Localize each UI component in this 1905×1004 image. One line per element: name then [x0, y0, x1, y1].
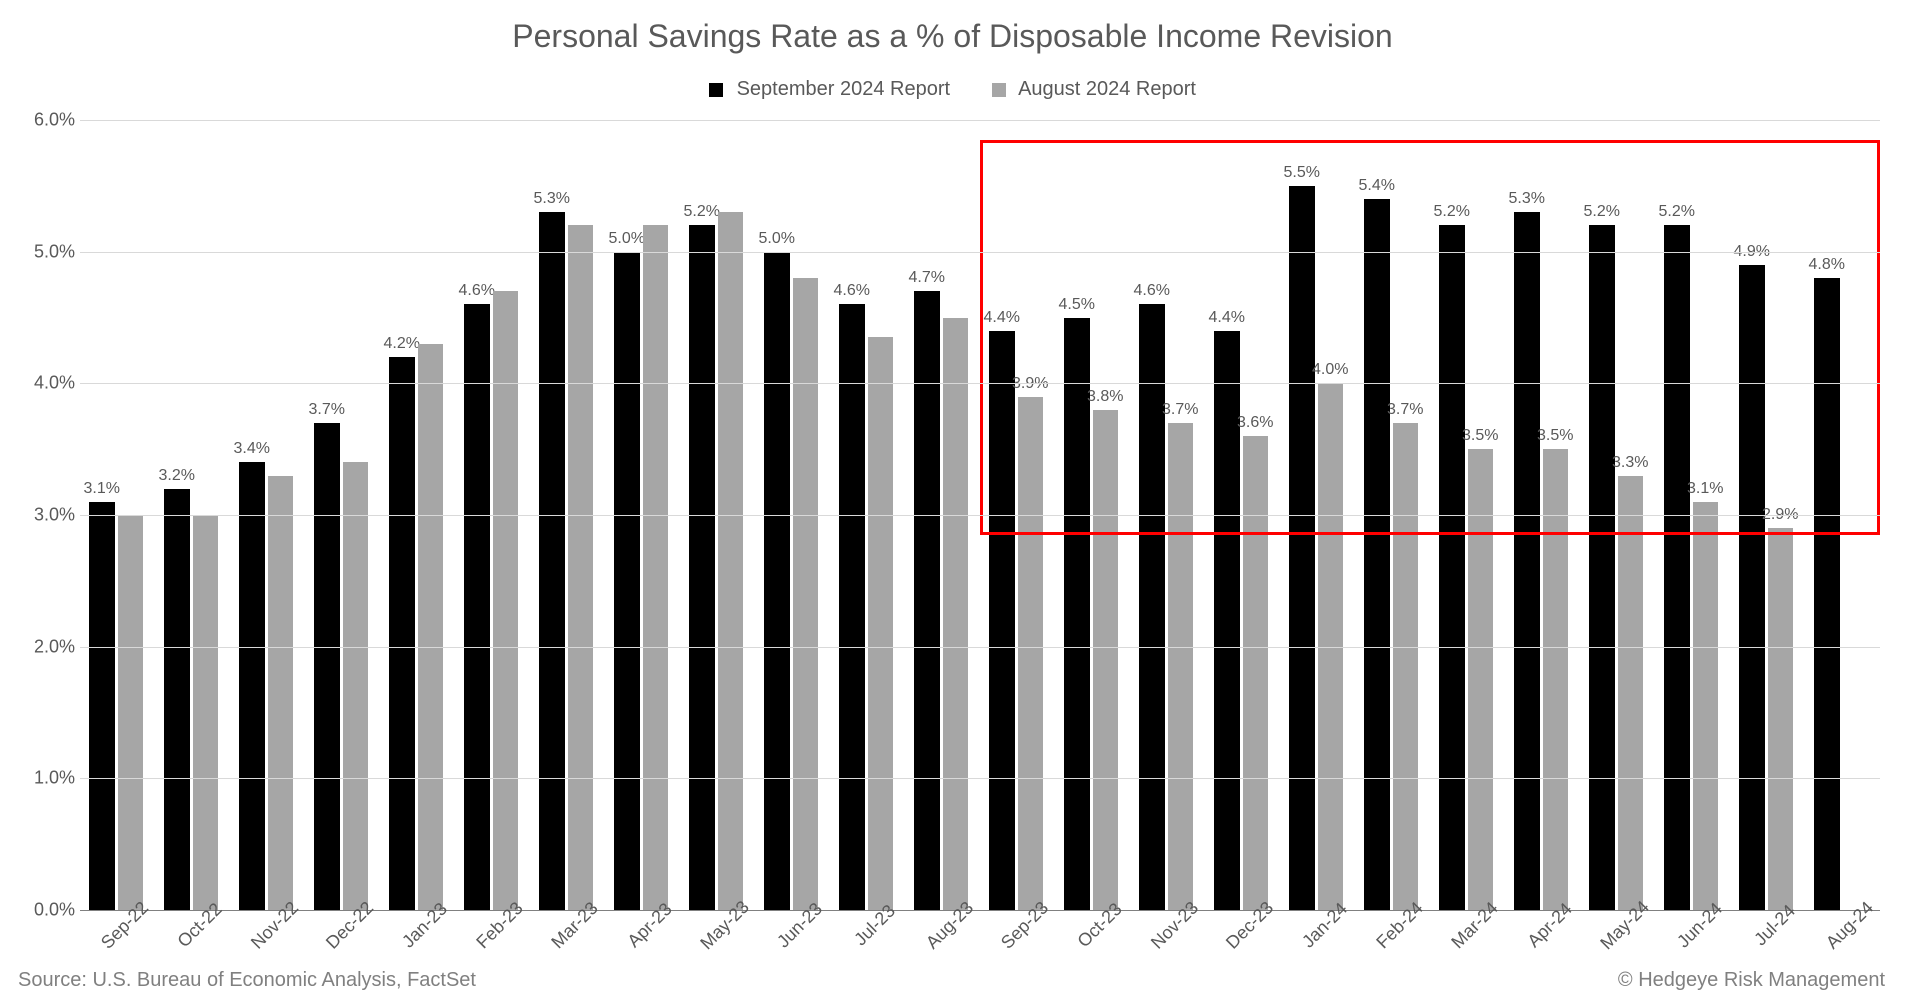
gridline	[80, 252, 1880, 253]
bar-series-b	[793, 278, 819, 910]
bar-series-a: 3.2%	[164, 489, 190, 910]
x-axis-labels: Sep-22Oct-22Nov-22Dec-22Jan-23Feb-23Mar-…	[80, 918, 1880, 939]
bar-series-b: 2.9%	[1768, 528, 1794, 910]
bar-series-b	[943, 318, 969, 911]
highlight-box	[980, 140, 1880, 535]
bar-series-b	[418, 344, 444, 910]
bar-series-a: 4.6%	[839, 304, 865, 910]
bar-series-b	[718, 212, 744, 910]
y-tick-label: 3.0%	[20, 505, 75, 526]
bar-series-b	[643, 225, 669, 910]
source-text: Source: U.S. Bureau of Economic Analysis…	[18, 969, 476, 992]
bar-series-a: 5.0%	[614, 252, 640, 910]
y-tick-label: 0.0%	[20, 900, 75, 921]
gridline	[80, 778, 1880, 779]
gridline	[80, 647, 1880, 648]
data-label: 4.6%	[826, 282, 877, 300]
data-label: 5.0%	[751, 230, 802, 248]
gridline	[80, 515, 1880, 516]
bar-series-a: 4.2%	[389, 357, 415, 910]
bar-series-b	[343, 462, 369, 910]
data-label: 3.4%	[226, 440, 277, 458]
legend-swatch-b	[992, 83, 1006, 97]
y-tick-label: 4.0%	[20, 373, 75, 394]
data-label: 5.3%	[526, 190, 577, 208]
bar-series-a: 3.4%	[239, 462, 265, 910]
bar-series-a: 5.3%	[539, 212, 565, 910]
plot-area: 3.1% 3.2% 3.4% 3.7% 4.2% 4.6% 5.3% 5.0% 5.2% 5.0%…	[80, 120, 1880, 910]
legend-swatch-a	[709, 83, 723, 97]
y-tick-label: 2.0%	[20, 636, 75, 657]
chart-container: Personal Savings Rate as a % of Disposab…	[0, 0, 1905, 1004]
y-tick-label: 1.0%	[20, 768, 75, 789]
legend-label-a: September 2024 Report	[737, 78, 950, 100]
gridline	[80, 120, 1880, 121]
y-tick-label: 6.0%	[20, 110, 75, 131]
bar-series-a: 5.2%	[689, 225, 715, 910]
bar-series-b	[193, 515, 219, 910]
y-tick-label: 5.0%	[20, 241, 75, 262]
chart-title: Personal Savings Rate as a % of Disposab…	[0, 18, 1905, 55]
bar-series-a: 4.6%	[464, 304, 490, 910]
legend-item-series-b: August 2024 Report	[992, 78, 1196, 101]
bar-series-b	[118, 515, 144, 910]
bar-series-b: 3.3%	[1618, 476, 1644, 911]
data-label: 3.2%	[151, 467, 202, 485]
legend-item-series-a: September 2024 Report	[709, 78, 950, 101]
bar-series-b	[568, 225, 594, 910]
bar-series-a: 3.7%	[314, 423, 340, 910]
bar-series-a: 3.1%	[89, 502, 115, 910]
bar-series-b	[268, 476, 294, 911]
data-label: 4.7%	[901, 269, 952, 287]
copyright-text: © Hedgeye Risk Management	[1618, 969, 1885, 992]
data-label: 3.7%	[301, 401, 352, 419]
gridline	[80, 383, 1880, 384]
bar-series-b: 3.1%	[1693, 502, 1719, 910]
legend-label-b: August 2024 Report	[1018, 78, 1196, 100]
legend: September 2024 Report August 2024 Report	[0, 78, 1905, 101]
bar-series-a: 5.0%	[764, 252, 790, 910]
bar-series-b	[868, 337, 894, 910]
data-label: 3.1%	[76, 480, 127, 498]
